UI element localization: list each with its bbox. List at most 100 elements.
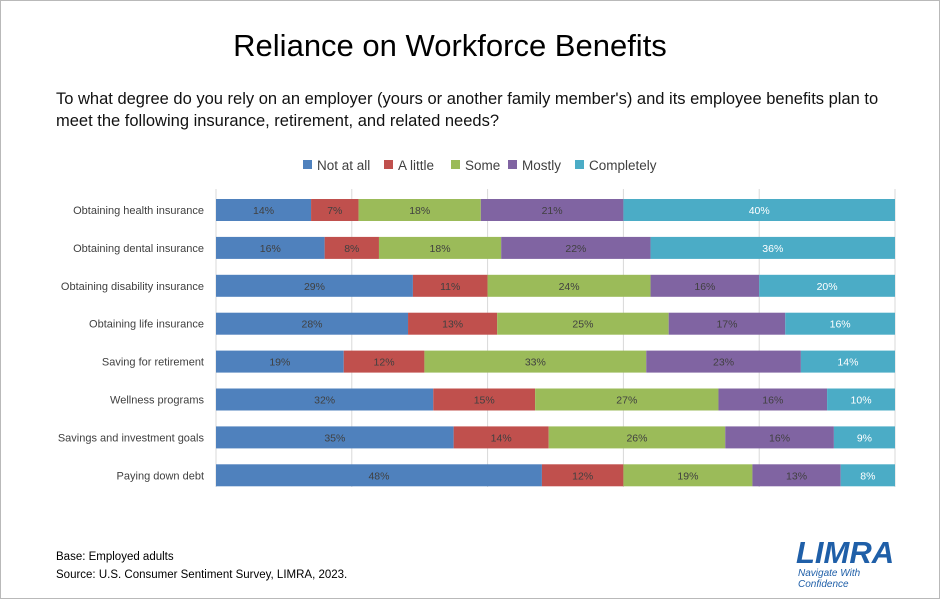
bar-segment [408,312,498,335]
data-label: 19% [269,357,290,369]
bar-segment [827,388,895,411]
legend-swatch [451,160,460,169]
legend-item-mostly: Mostly [508,158,561,173]
bar-segment [487,274,651,297]
data-label: 15% [474,395,495,407]
bar-segment [216,350,344,373]
bar-segment [433,388,536,411]
bar-segment [324,236,379,259]
bar-segment [216,464,542,487]
data-label: 7% [327,205,342,217]
footnote-source: Source: U.S. Consumer Sentiment Survey, … [56,569,348,581]
data-label: 18% [430,243,451,255]
data-label: 8% [860,470,875,482]
bar-segment [216,274,413,297]
data-label: 11% [440,281,460,293]
data-label: 26% [626,432,647,444]
data-label: 40% [749,205,770,217]
data-label: 18% [409,205,430,217]
data-label: 33% [525,357,546,369]
category-label: Obtaining life insurance [89,319,204,331]
category-label: Obtaining disability insurance [61,281,204,293]
data-label: 35% [324,432,345,444]
category-label: Paying down debt [117,470,204,482]
logo-tagline-line-1: Navigate With [798,568,861,579]
bar-segment [358,199,481,221]
bar-segment [650,274,760,297]
bar-segment [216,388,434,411]
bar-segment [311,199,359,221]
bar-segment [718,388,828,411]
bar-segment [343,350,425,373]
bar-segment [800,350,895,373]
data-label: 29% [304,281,325,293]
data-label: 19% [677,470,698,482]
bar-segment [501,236,651,259]
data-label: 14% [491,432,512,444]
bar-segment [725,426,834,449]
data-label: 16% [830,319,851,331]
bar-segment [216,426,454,449]
bar-segment [541,464,624,487]
logo-tagline-line-2: Confidence [798,579,849,590]
bar-segment [497,312,669,335]
data-label: 48% [368,470,389,482]
bar-segment [535,388,719,411]
legend-label: Mostly [522,158,562,173]
legend-swatch [575,160,584,169]
bar-segment [623,464,753,487]
chart-title: Reliance on Workforce Benefits [233,28,667,63]
bar-segment [378,236,502,259]
data-label: 20% [817,281,838,293]
bar-segment [480,199,624,221]
bar-segment [453,426,549,449]
data-label: 8% [344,243,359,255]
data-label: 13% [786,470,807,482]
limra-logo: LIMRA Navigate With Confidence [796,535,896,596]
bar-segment [840,464,895,487]
category-label: Wellness programs [110,395,204,407]
data-label: 16% [762,395,783,407]
data-label: 10% [851,395,872,407]
category-label: Obtaining health insurance [73,205,204,217]
data-label: 13% [442,319,463,331]
data-label: 16% [260,243,281,255]
data-label: 23% [713,357,734,369]
legend-swatch [508,160,517,169]
chart-legend: Not at all A little Some Mostly Complete… [0,158,940,176]
data-label: 25% [572,319,593,331]
data-label: 17% [716,319,737,331]
legend-label: A little [398,158,435,173]
bar-segment [548,426,726,449]
data-label: 16% [769,432,790,444]
data-label: 36% [762,243,783,255]
category-label: Obtaining dental insurance [73,243,204,255]
data-label: 32% [314,395,335,407]
data-label: 24% [559,281,580,293]
legend-item-not-at-all: Not at all [303,158,370,173]
logo-wordmark: LIMRA [796,535,895,570]
legend-item-completely: Completely [575,158,657,173]
data-label: 22% [565,243,586,255]
bar-segment [216,236,325,259]
data-label: 27% [616,395,637,407]
legend-swatch [384,160,393,169]
data-label: 14% [253,205,274,217]
legend-swatch [303,160,312,169]
bar-segment [646,350,801,373]
data-label: 12% [374,357,395,369]
bar-segment [752,464,841,487]
category-label: Saving for retirement [102,357,204,369]
footnote-base: Base: Employed adults [56,551,174,563]
category-label: Savings and investment goals [58,432,205,444]
legend-label: Completely [589,158,657,173]
data-label: 28% [302,319,323,331]
legend-item-a-little: A little [384,158,434,173]
data-label: 21% [542,205,563,217]
bar-segment [785,312,895,335]
legend-label: Not at all [317,158,371,173]
bar-segment [216,312,409,335]
data-label: 9% [857,432,872,444]
bar-segment [216,199,312,221]
